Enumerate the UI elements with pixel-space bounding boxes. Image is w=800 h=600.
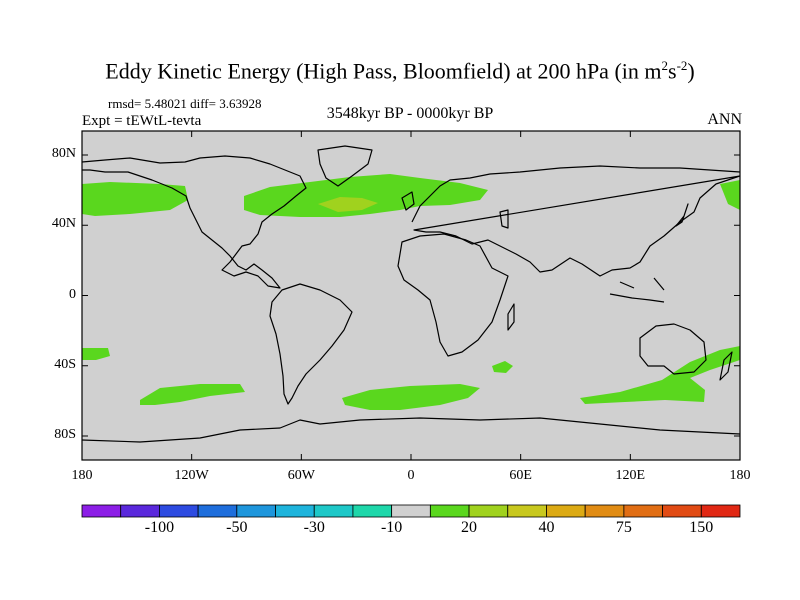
latitude-label: 80S: [54, 427, 76, 442]
coast-australia: [639, 323, 707, 375]
colorbar-label: 150: [689, 519, 714, 536]
title-mid: s: [668, 58, 677, 84]
latitude-label: 0: [69, 286, 76, 302]
latitude-label: 40N: [51, 216, 76, 232]
colorbar-label: 20: [461, 519, 478, 536]
colorbar-swatch: [120, 504, 160, 518]
colorbar-label: -10: [380, 519, 403, 536]
colorbar-swatch: [662, 504, 702, 518]
colorbar-swatch: [584, 504, 625, 518]
coast-greenland: [317, 145, 373, 187]
period-label: 3548kyr BP - 0000kyr BP: [326, 105, 494, 122]
longitude-label: 120W: [174, 468, 209, 483]
title-close: ): [687, 58, 695, 84]
coast-north-america: [82, 155, 307, 289]
colorbar-swatch: [507, 504, 547, 518]
colorbar-swatch: [81, 504, 122, 518]
title-text: Eddy Kinetic Energy (High Pass, Bloomfie…: [105, 58, 662, 84]
experiment-label: Expt = tEWtL-tevta: [82, 113, 202, 129]
coast-antarctica: [82, 417, 740, 443]
colorbar-label: -30: [303, 519, 325, 536]
coast-indonesia: [609, 277, 665, 303]
colorbar-swatch: [275, 504, 315, 518]
colorbar-swatch: [313, 504, 354, 518]
patch-south-atlantic: [342, 384, 480, 410]
patch-north-atlantic-core: [318, 197, 378, 212]
coast-caspian: [499, 209, 509, 229]
colorbar-swatch: [468, 504, 509, 518]
colorbar: [81, 504, 741, 518]
longitude-label: 0: [407, 468, 415, 483]
colorbar-label: 40: [538, 519, 555, 536]
coast-eurasia: [411, 165, 740, 277]
colorbar-swatch: [236, 504, 276, 518]
patch-south-indian-small: [492, 361, 513, 373]
coast-new-zealand: [719, 351, 733, 381]
patch-south-pacific-west: [82, 348, 110, 360]
colorbar-label: 75: [615, 519, 632, 536]
colorbar-swatch: [159, 504, 199, 518]
season-label: ANN: [707, 111, 742, 128]
latitude-label: 40S: [54, 356, 76, 372]
longitude-label: 180: [729, 468, 751, 483]
anomaly-patches-strong: [318, 197, 378, 212]
longitude-label: 180: [71, 468, 93, 483]
colorbar-swatch: [623, 504, 663, 518]
longitude-label: 60E: [509, 468, 532, 483]
plot-title: Eddy Kinetic Energy (High Pass, Bloomfie…: [0, 58, 800, 84]
colorbar-swatch: [391, 504, 431, 518]
coast-madagascar: [507, 303, 515, 331]
title-sup2: -2: [676, 58, 688, 73]
coast-japan: [675, 203, 689, 227]
map-area: [82, 131, 740, 460]
colorbar-label: -50: [226, 519, 248, 536]
patch-south-pacific: [140, 384, 245, 405]
coast-south-america: [269, 283, 353, 405]
coastlines: [82, 145, 740, 443]
colorbar-swatch: [429, 504, 470, 518]
patch-east-pacific-north: [720, 180, 740, 210]
colorbar-swatch: [197, 504, 238, 518]
axis-ticks: [81, 131, 741, 460]
stats-text: rmsd= 5.48021 diff= 3.63928: [108, 96, 262, 111]
longitude-label: 60W: [287, 468, 315, 483]
colorbar-label: -100: [144, 519, 175, 536]
coast-africa: [397, 233, 509, 357]
colorbar-swatch: [546, 504, 586, 518]
colorbar-swatch: [352, 504, 393, 518]
latitude-label: 80N: [51, 146, 76, 161]
longitude-label: 120E: [615, 468, 646, 483]
patch-north-pacific: [82, 182, 188, 216]
colorbar-swatch: [700, 504, 741, 518]
title-sup1: 2: [661, 58, 669, 73]
coast-uk: [401, 191, 415, 211]
patch-south-indian-australia: [580, 346, 740, 404]
